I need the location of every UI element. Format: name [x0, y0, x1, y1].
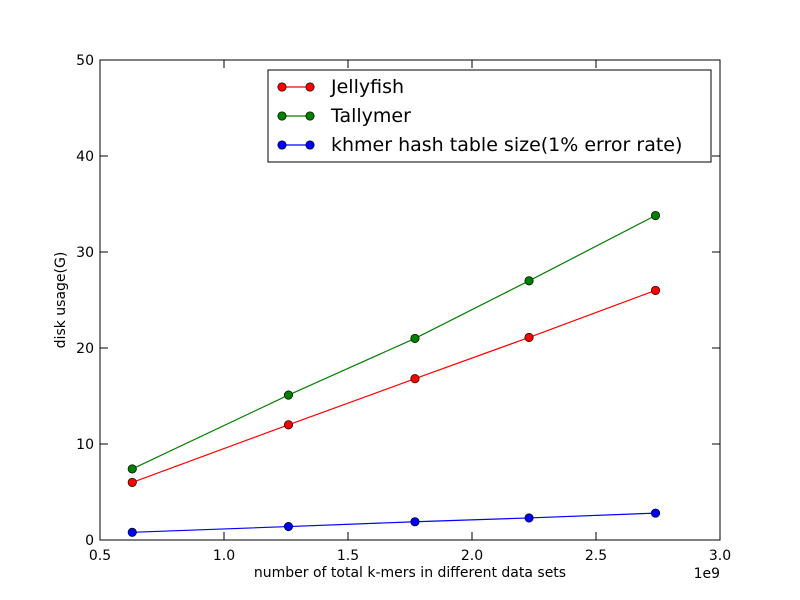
y-tick-label: 40 — [76, 149, 94, 165]
ticks-layer: 0.5 1.0 1.5 2.0 2.5 3.0 0 10 20 30 40 50 — [76, 53, 731, 564]
legend: Jellyfish Tallymer khmer hash table size(1… — [267, 69, 712, 163]
data-point — [127, 527, 137, 537]
data-point — [127, 464, 137, 474]
data-point — [524, 513, 534, 523]
data-point — [524, 276, 534, 286]
legend-marker — [305, 82, 315, 92]
data-point — [410, 333, 420, 343]
x-tick-label: 0.5 — [89, 548, 111, 564]
legend-items: Jellyfish Tallymer khmer hash table size(1… — [277, 76, 682, 156]
data-point — [524, 332, 534, 342]
x-tick-label: 1.0 — [213, 548, 235, 564]
x-axis-offset-label: 1e9 — [694, 566, 720, 582]
data-point — [650, 285, 661, 295]
series-layer — [127, 210, 661, 537]
data-point — [410, 517, 420, 527]
legend-marker — [277, 111, 287, 121]
data-point — [127, 477, 137, 487]
y-tick-label: 20 — [76, 341, 94, 357]
legend-marker — [277, 82, 287, 92]
x-axis-label: number of total k-mers in different data… — [254, 565, 566, 581]
data-point — [283, 390, 294, 400]
legend-marker — [305, 111, 315, 121]
legend-label: khmer hash table size(1% error rate) — [331, 134, 682, 156]
x-tick-label: 1.5 — [337, 548, 359, 564]
y-tick-label: 0 — [85, 533, 94, 549]
y-tick-label: 50 — [76, 53, 94, 69]
legend-box — [267, 69, 712, 163]
legend-marker — [305, 140, 315, 150]
x-tick-label: 3.0 — [709, 548, 731, 564]
x-tick-label: 2.0 — [461, 548, 483, 564]
legend-label: Tallymer — [330, 105, 411, 127]
data-point — [410, 374, 420, 384]
data-point — [650, 508, 661, 518]
data-point — [283, 420, 294, 430]
y-axis-label: disk usage(G) — [53, 252, 69, 349]
x-tick-label: 2.5 — [585, 548, 607, 564]
legend-label: Jellyfish — [330, 76, 404, 98]
data-point — [283, 522, 294, 532]
legend-marker — [277, 140, 287, 150]
data-point — [650, 210, 661, 221]
y-tick-label: 10 — [76, 437, 94, 453]
y-tick-label: 30 — [76, 245, 94, 261]
